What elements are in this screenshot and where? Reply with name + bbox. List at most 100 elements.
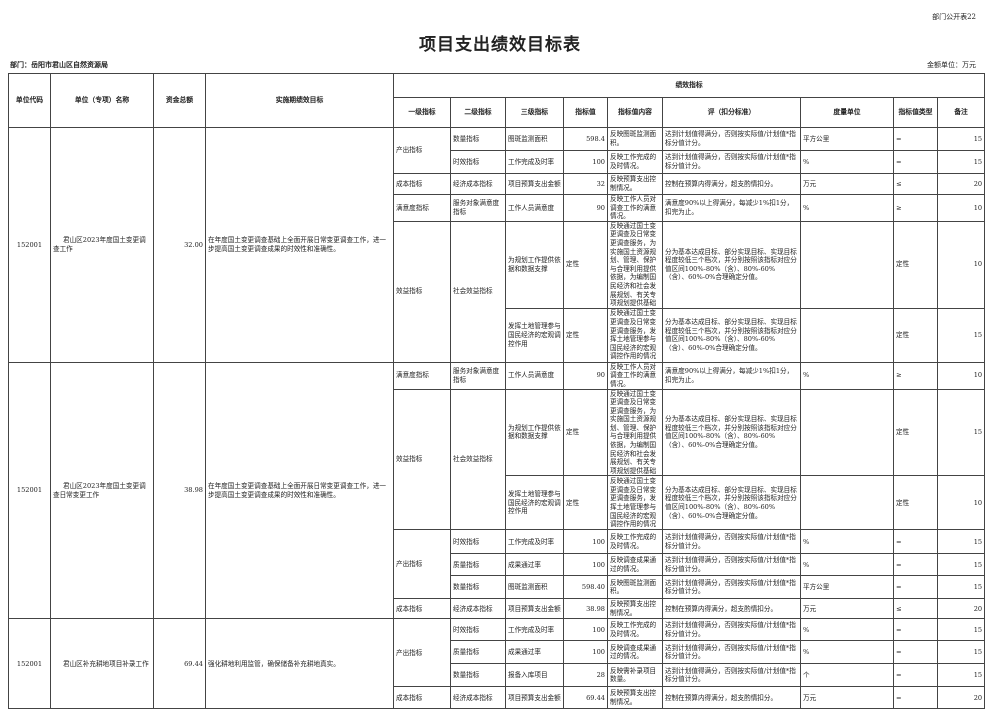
indicator-value: 598.4 bbox=[563, 127, 608, 151]
scoring-standard: 满意度90%以上得满分，每减少1%扣1分，扣完为止。 bbox=[662, 361, 801, 390]
scoring-standard: 分为基本达成目标、部分实现目标、实现目标程度较低三个档次，并分别按照该指标对应分… bbox=[662, 220, 801, 309]
header-unit-name: 单位（专项）名称 bbox=[50, 73, 154, 128]
performance-goal: 在年度国土变更调查基础上全面开展日常变更调查工作，进一步提高国土变更调查成果的时… bbox=[205, 127, 394, 363]
value-type: = bbox=[893, 575, 938, 600]
measure-unit: 万元 bbox=[800, 173, 894, 195]
unit-name: 君山区2023年度国土变更调查工作 bbox=[50, 127, 154, 363]
header-goal: 实施期绩效目标 bbox=[205, 73, 394, 128]
scoring-standard: 控制在预算内得满分，超支酌情扣分。 bbox=[662, 173, 801, 195]
level2-indicator: 时效指标 bbox=[450, 529, 506, 555]
level2-indicator: 经济成本指标 bbox=[450, 173, 506, 195]
indicator-content: 反映预算支出控制情况。 bbox=[607, 173, 663, 195]
indicator-content: 反映调查成果通过的情况。 bbox=[607, 553, 663, 577]
department-label: 部门：岳阳市君山区自然资源局 bbox=[10, 60, 108, 69]
indicator-value: 69.44 bbox=[563, 686, 608, 710]
value-type: 定性 bbox=[893, 475, 938, 531]
level1-indicator: 成本指标 bbox=[393, 686, 451, 710]
level3-indicator: 为规划工作提供依据和数据支撑 bbox=[505, 220, 564, 309]
table-row: 效益指标 社会效益指标 为规划工作提供依据和数据支撑 定性 反映通过国土变更调查及日常变… bbox=[9, 220, 986, 363]
scoring-standard: 达到计划值得满分，否则按实际值/计划值*指标分值计分。 bbox=[662, 127, 801, 151]
indicator-content: 反映图斑监测面积。 bbox=[607, 575, 663, 600]
unit-code: 152001 bbox=[8, 127, 51, 363]
scoring-standard: 达到计划值得满分，否则按实际值/计划值*指标分值计分。 bbox=[662, 618, 801, 642]
indicator-value: 38.98 bbox=[563, 598, 608, 620]
level1-indicator: 成本指标 bbox=[393, 173, 451, 195]
remark-weight: 15 bbox=[936, 307, 986, 363]
level2-indicator: 经济成本指标 bbox=[450, 598, 506, 620]
level2-indicator: 质量指标 bbox=[450, 553, 506, 577]
header-type: 指标值类型 bbox=[893, 97, 938, 128]
level3-indicator: 工作人员满意度 bbox=[505, 361, 564, 390]
header-level1: 一级指标 bbox=[393, 97, 451, 128]
remark-weight: 15 bbox=[936, 575, 986, 600]
measure-unit: % bbox=[800, 618, 894, 642]
value-type: ≥ bbox=[893, 194, 938, 222]
indicator-value: 100 bbox=[563, 618, 608, 642]
table-row: 152001 君山区2023年度国土变更调查工作 32.00 在年度国土变更调查基础上… bbox=[8, 127, 986, 363]
value-type: = bbox=[893, 150, 938, 174]
measure-unit: % bbox=[800, 150, 894, 174]
value-type: = bbox=[893, 686, 938, 710]
indicator-value: 定性 bbox=[563, 475, 608, 531]
performance-target-table: 单位代码 单位（专项）名称 资金总额 实施期绩效目标 绩效指标 一级指标 二级指标… bbox=[8, 73, 986, 710]
indicator-content: 反映工作完成的及时情况。 bbox=[607, 618, 663, 642]
table-row: 数量指标 图斑监测面积 598.40 反映图斑监测面积。 达到计划值得满分，否则按实际值… bbox=[9, 575, 986, 600]
measure-unit: % bbox=[800, 529, 894, 555]
remark-weight: 15 bbox=[936, 150, 986, 174]
scoring-standard: 达到计划值得满分，否则按实际值/计划值*指标分值计分。 bbox=[662, 575, 801, 600]
indicator-content: 反映通过国土变更调查及日常变更调查服务，为实施国土资源规划、管理、保护与合理利用… bbox=[607, 388, 663, 477]
level1-indicator: 成本指标 bbox=[393, 598, 451, 620]
indicator-content: 反映通过国土变更调查及日常变更调查服务，发挥土地管理参与国民经济的宏观调控作用的… bbox=[607, 475, 663, 531]
indicator-value: 32 bbox=[563, 173, 608, 195]
remark-weight: 15 bbox=[936, 663, 986, 688]
level3-indicator: 工作完成及时率 bbox=[505, 529, 564, 555]
performance-goal: 强化耕地利用监管，确保储备补充耕地真实。 bbox=[205, 618, 394, 710]
amount-unit-label: 金额单位：万元 bbox=[927, 61, 976, 69]
remark-weight: 15 bbox=[936, 529, 986, 555]
header-level2: 二级指标 bbox=[450, 97, 506, 128]
indicator-value: 90 bbox=[563, 361, 608, 390]
unit-name: 君山区2023年度国土变更调查日常变更工作 bbox=[50, 361, 154, 620]
header-unit-code: 单位代码 bbox=[8, 73, 51, 128]
level1-indicator: 产出指标 bbox=[393, 529, 451, 600]
level3-indicator: 项目预算支出金额 bbox=[505, 173, 564, 195]
remark-weight: 15 bbox=[936, 553, 986, 577]
indicator-content: 反映预算支出控制情况。 bbox=[607, 686, 663, 710]
table-row: 质量指标 成果通过率 100 反映调查成果通过的情况。 达到计划值得满分，否则按实际值/… bbox=[9, 553, 986, 577]
level2-indicator: 数量指标 bbox=[450, 575, 506, 600]
level3-indicator: 成果通过率 bbox=[505, 640, 564, 665]
header-standard: 评（扣分标准） bbox=[662, 97, 801, 128]
fund-amount: 69.44 bbox=[153, 618, 206, 710]
header-indicators: 绩效指标 bbox=[392, 73, 986, 98]
scoring-standard: 达到计划值得满分，否则按实际值/计划值*指标分值计分。 bbox=[662, 663, 801, 688]
table-row: 152001 君山区补充耕地项目补录工作 69.44 强化耕地利用监管，确保储备补充耕… bbox=[8, 618, 986, 710]
fund-amount: 32.00 bbox=[153, 127, 206, 363]
indicator-content: 反映通过国土变更调查及日常变更调查服务，为实施国土资源规划、管理、保护与合理利用… bbox=[607, 220, 663, 309]
indicator-content: 反映调查成果通过的情况。 bbox=[607, 640, 663, 665]
value-type: = bbox=[893, 553, 938, 577]
level1-indicator: 效益指标 bbox=[393, 388, 451, 531]
scoring-standard: 控制在预算内得满分，超支酌情扣分。 bbox=[662, 686, 801, 710]
scoring-standard: 达到计划值得满分，否则按实际值/计划值*指标分值计分。 bbox=[662, 553, 801, 577]
value-type: = bbox=[893, 663, 938, 688]
header-level3: 三级指标 bbox=[505, 97, 564, 128]
scoring-standard: 控制在预算内得满分，超支酌情扣分。 bbox=[662, 598, 801, 620]
level3-indicator: 项目预算支出金额 bbox=[505, 598, 564, 620]
measure-unit bbox=[800, 475, 894, 531]
measure-unit bbox=[800, 220, 894, 309]
indicator-content: 反映工作完成的及时情况。 bbox=[607, 150, 663, 174]
header-unit: 度量单位 bbox=[800, 97, 894, 128]
measure-unit: 万元 bbox=[800, 686, 894, 710]
level3-indicator: 图斑监测面积 bbox=[505, 127, 564, 151]
indicator-value: 定性 bbox=[563, 220, 608, 309]
value-type: = bbox=[893, 529, 938, 555]
value-type: = bbox=[893, 618, 938, 642]
remark-weight: 20 bbox=[936, 686, 986, 710]
unit-code: 152001 bbox=[8, 618, 51, 710]
page-title: 项目支出绩效目标表 bbox=[419, 35, 581, 55]
measure-unit: 平方公里 bbox=[800, 575, 894, 600]
table-row: 152001 君山区2023年度国土变更调查日常变更工作 38.98 在年度国土变更调… bbox=[8, 361, 986, 620]
table-row: 发挥土地管理参与国民经济的宏观调控作用 定性 反映通过国土变更调查及日常变更调查服务… bbox=[9, 475, 986, 531]
scoring-standard: 达到计划值得满分，否则按实际值/计划值*指标分值计分。 bbox=[662, 529, 801, 555]
fund-amount: 38.98 bbox=[153, 361, 206, 620]
